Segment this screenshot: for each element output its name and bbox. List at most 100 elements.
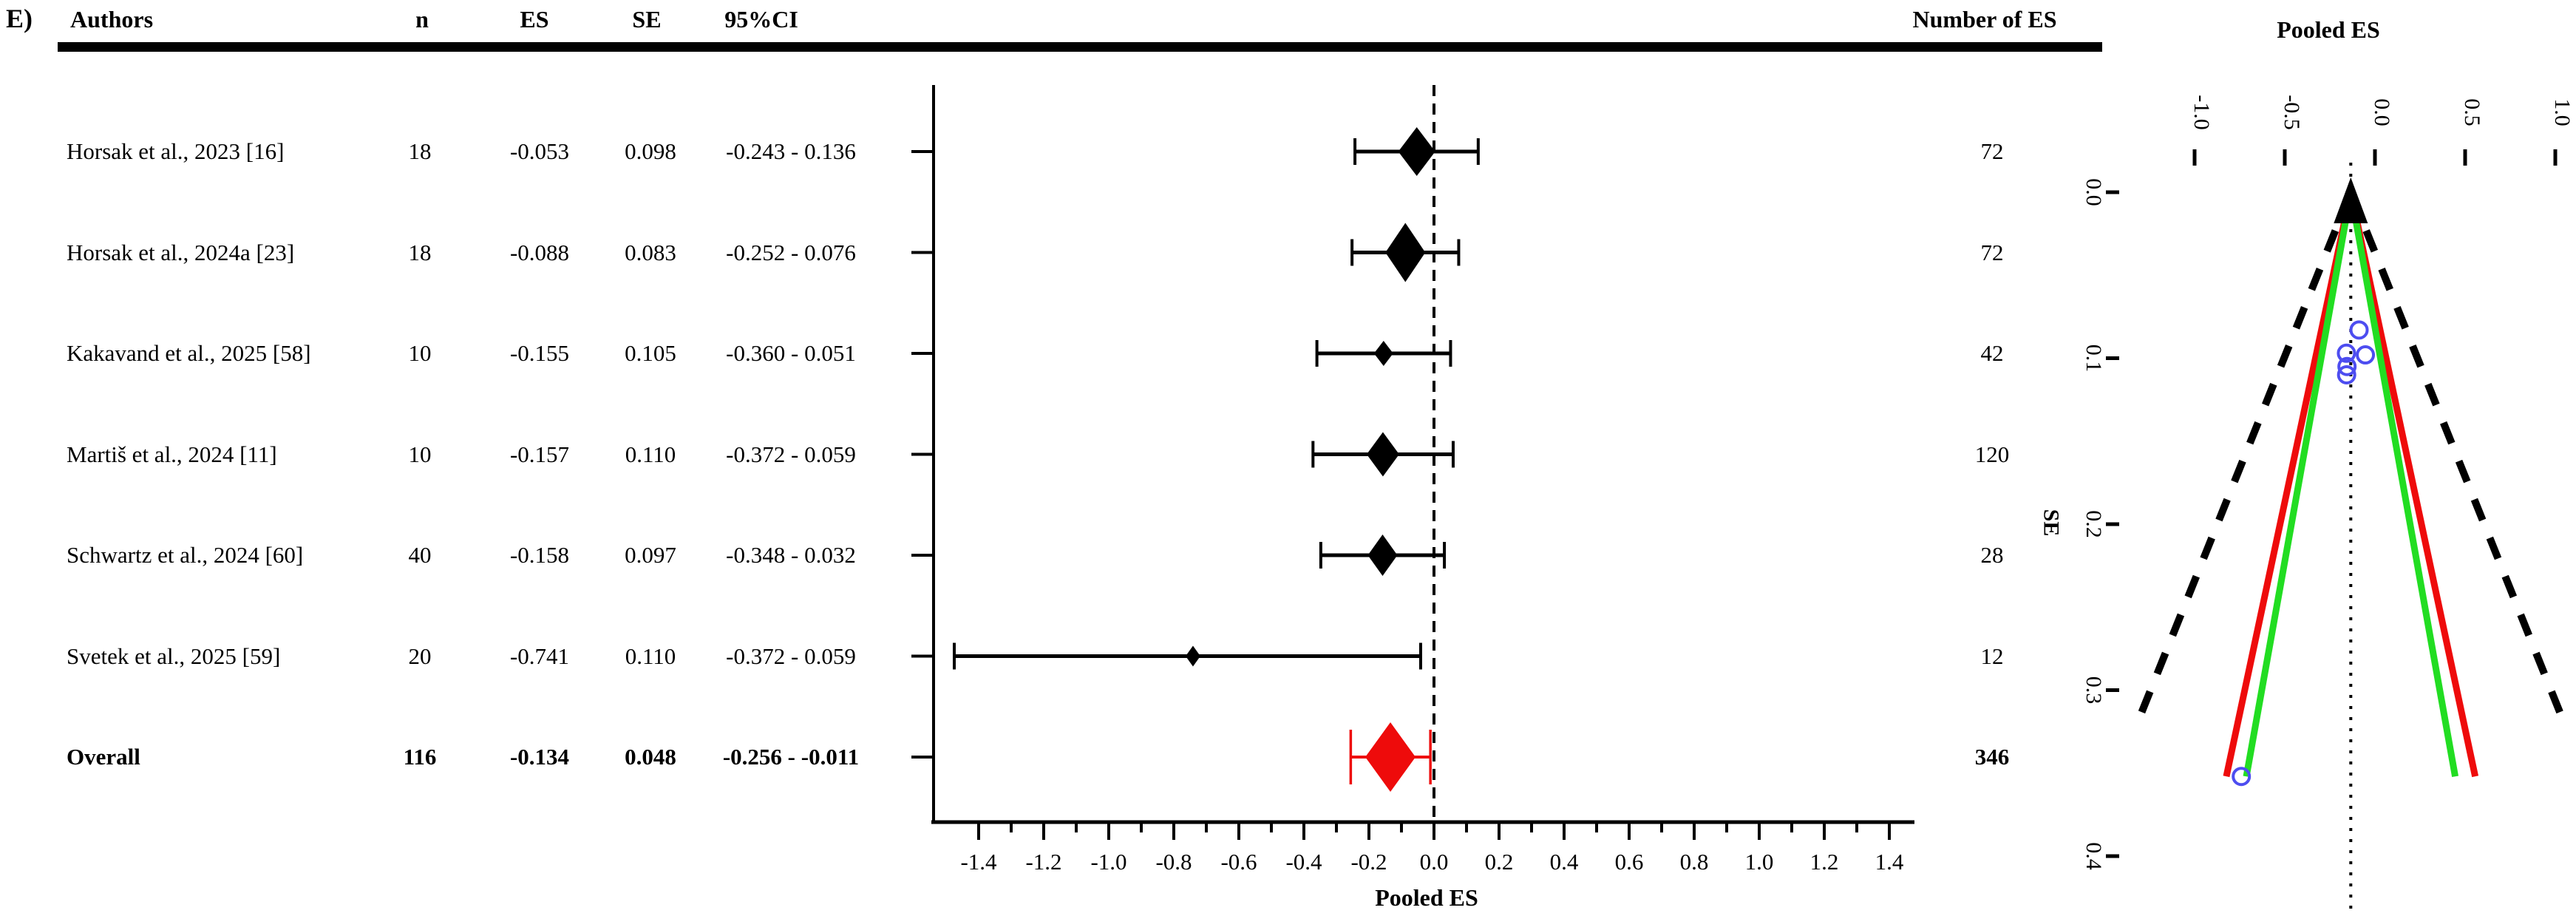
funnel-envelope-outer-dashed-black-left <box>2136 191 2354 719</box>
se-cell: 0.110 <box>625 441 676 467</box>
table-row: Horsak et al., 2023 [16] 18 -0.053 0.098 -0.… <box>0 139 2576 164</box>
forest-x-tick-label: 0.8 <box>1680 849 1709 875</box>
col-header-n: n <box>415 6 429 33</box>
funnel-title: Pooled ES <box>2277 16 2380 43</box>
n-cell: 18 <box>408 138 432 164</box>
ci-cell: -0.372 - 0.059 <box>726 441 856 467</box>
header-rule <box>58 42 2102 52</box>
table-row: Horsak et al., 2024a [23] 18 -0.088 0.083 -0… <box>0 240 2576 265</box>
author-cell: Horsak et al., 2023 [16] <box>67 138 285 164</box>
ci-cell: -0.252 - 0.076 <box>726 239 856 265</box>
es-cell: -0.741 <box>509 642 570 669</box>
col-header-se: SE <box>632 6 662 33</box>
author-cell: Martiš et al., 2024 [11] <box>67 441 277 467</box>
es-cell: -0.155 <box>509 340 570 366</box>
funnel-x-tick-label: 1.0 <box>2550 98 2575 126</box>
es-cell: -0.088 <box>509 239 570 265</box>
es-cell: -0.134 <box>509 744 570 770</box>
num-es-cell: 12 <box>1980 642 2004 669</box>
author-cell: Schwartz et al., 2024 [60] <box>67 542 304 568</box>
num-es-cell: 72 <box>1980 239 2004 265</box>
forest-x-tick-label: 1.2 <box>1810 849 1839 875</box>
author-cell: Svetek et al., 2025 [59] <box>67 642 281 669</box>
n-cell: 18 <box>408 239 432 265</box>
funnel-envelope-outer-dashed-black-right <box>2347 191 2566 719</box>
funnel-envelope-green-90pct-right <box>2347 191 2459 778</box>
n-cell: 116 <box>403 744 437 770</box>
n-cell: 10 <box>408 441 432 467</box>
author-cell: Overall <box>67 744 140 770</box>
study-diamond <box>1373 341 1393 366</box>
n-cell: 40 <box>408 542 432 568</box>
overall-diamond <box>1365 722 1416 792</box>
funnel-study-point <box>2232 767 2252 787</box>
col-header-authors: Authors <box>70 6 154 33</box>
forest-xaxis-title: Pooled ES <box>1375 884 1478 911</box>
es-cell: -0.157 <box>509 441 570 467</box>
table-row: Schwartz et al., 2024 [60] 40 -0.158 0.097 -… <box>0 543 2576 568</box>
funnel-se-tick-label: 0.1 <box>2081 345 2106 373</box>
study-diamond <box>1398 127 1435 176</box>
forest-x-tick-label: -0.2 <box>1350 849 1387 875</box>
forest-x-tick-label: -1.2 <box>1025 849 1061 875</box>
funnel-se-tick-label: 0.0 <box>2081 178 2106 206</box>
num-es-cell: 72 <box>1980 138 2004 164</box>
funnel-study-point <box>2356 345 2376 365</box>
se-cell: 0.048 <box>625 744 676 770</box>
forest-x-tick-label: 0.0 <box>1420 849 1449 875</box>
col-header-number-of-es: Number of ES <box>1912 6 2057 33</box>
forest-x-tick-label: -0.4 <box>1285 849 1322 875</box>
author-cell: Horsak et al., 2024a [23] <box>67 239 295 265</box>
num-es-cell: 28 <box>1980 542 2004 568</box>
forest-x-tick-label: -1.4 <box>960 849 997 875</box>
funnel-x-tick-label: -0.5 <box>2280 95 2304 130</box>
n-cell: 20 <box>408 642 432 669</box>
es-cell: -0.158 <box>509 542 570 568</box>
forest-x-tick-label: 1.0 <box>1745 849 1774 875</box>
author-cell: Kakavand et al., 2025 [58] <box>67 340 311 366</box>
forest-x-tick-label: -0.6 <box>1220 849 1257 875</box>
funnel-study-point <box>2337 343 2356 363</box>
funnel-x-tick-label: -1.0 <box>2189 95 2214 130</box>
se-cell: 0.105 <box>625 340 676 366</box>
se-cell: 0.110 <box>625 642 676 669</box>
study-diamond <box>1185 645 1200 667</box>
funnel-study-point <box>2337 364 2356 384</box>
num-es-cell: 346 <box>1974 744 2010 770</box>
num-es-cell: 120 <box>1974 441 2010 467</box>
table-row: Kakavand et al., 2025 [58] 10 -0.155 0.105 -… <box>0 341 2576 366</box>
funnel-x-tick-label: 0.0 <box>2370 98 2394 126</box>
forest-x-tick-label: 0.2 <box>1485 849 1514 875</box>
ci-cell: -0.243 - 0.136 <box>726 138 856 164</box>
forest-x-tick-label: 0.4 <box>1550 849 1579 875</box>
funnel-envelope-green-90pct-left <box>2243 191 2354 778</box>
ci-cell: -0.256 - -0.011 <box>722 744 860 770</box>
funnel-study-point <box>2349 320 2369 340</box>
table-row: Overall 116 -0.134 0.048 -0.256 - -0.011 346 <box>0 744 2576 770</box>
num-es-cell: 42 <box>1980 340 2004 366</box>
forest-x-tick-label: -0.8 <box>1155 849 1192 875</box>
se-cell: 0.097 <box>625 542 676 568</box>
figure-label: E) <box>6 4 33 33</box>
funnel-apex-arrowhead <box>2334 177 2368 223</box>
forest-x-tick-label: 1.4 <box>1875 849 1904 875</box>
study-diamond <box>1366 432 1399 477</box>
col-header-95ci: 95%CI <box>724 6 798 33</box>
table-row: Svetek et al., 2025 [59] 20 -0.741 0.110 -0.… <box>0 642 2576 669</box>
n-cell: 10 <box>408 340 432 366</box>
forest-x-tick-label: -1.0 <box>1090 849 1126 875</box>
ci-cell: -0.360 - 0.051 <box>726 340 856 366</box>
forest-x-tick-label: 0.6 <box>1615 849 1644 875</box>
funnel-se-tick-label: 0.2 <box>2081 510 2106 538</box>
funnel-se-tick-label: 0.4 <box>2081 842 2106 870</box>
study-diamond <box>1385 223 1426 282</box>
funnel-study-point <box>2337 356 2357 376</box>
col-header-es: ES <box>520 6 549 33</box>
es-cell: -0.053 <box>509 138 570 164</box>
table-row: Martiš et al., 2024 [11] 10 -0.157 0.110 -0.… <box>0 441 2576 467</box>
funnel-se-tick-label: 0.3 <box>2081 676 2106 705</box>
ci-cell: -0.372 - 0.059 <box>726 642 856 669</box>
study-diamond <box>1367 535 1398 576</box>
